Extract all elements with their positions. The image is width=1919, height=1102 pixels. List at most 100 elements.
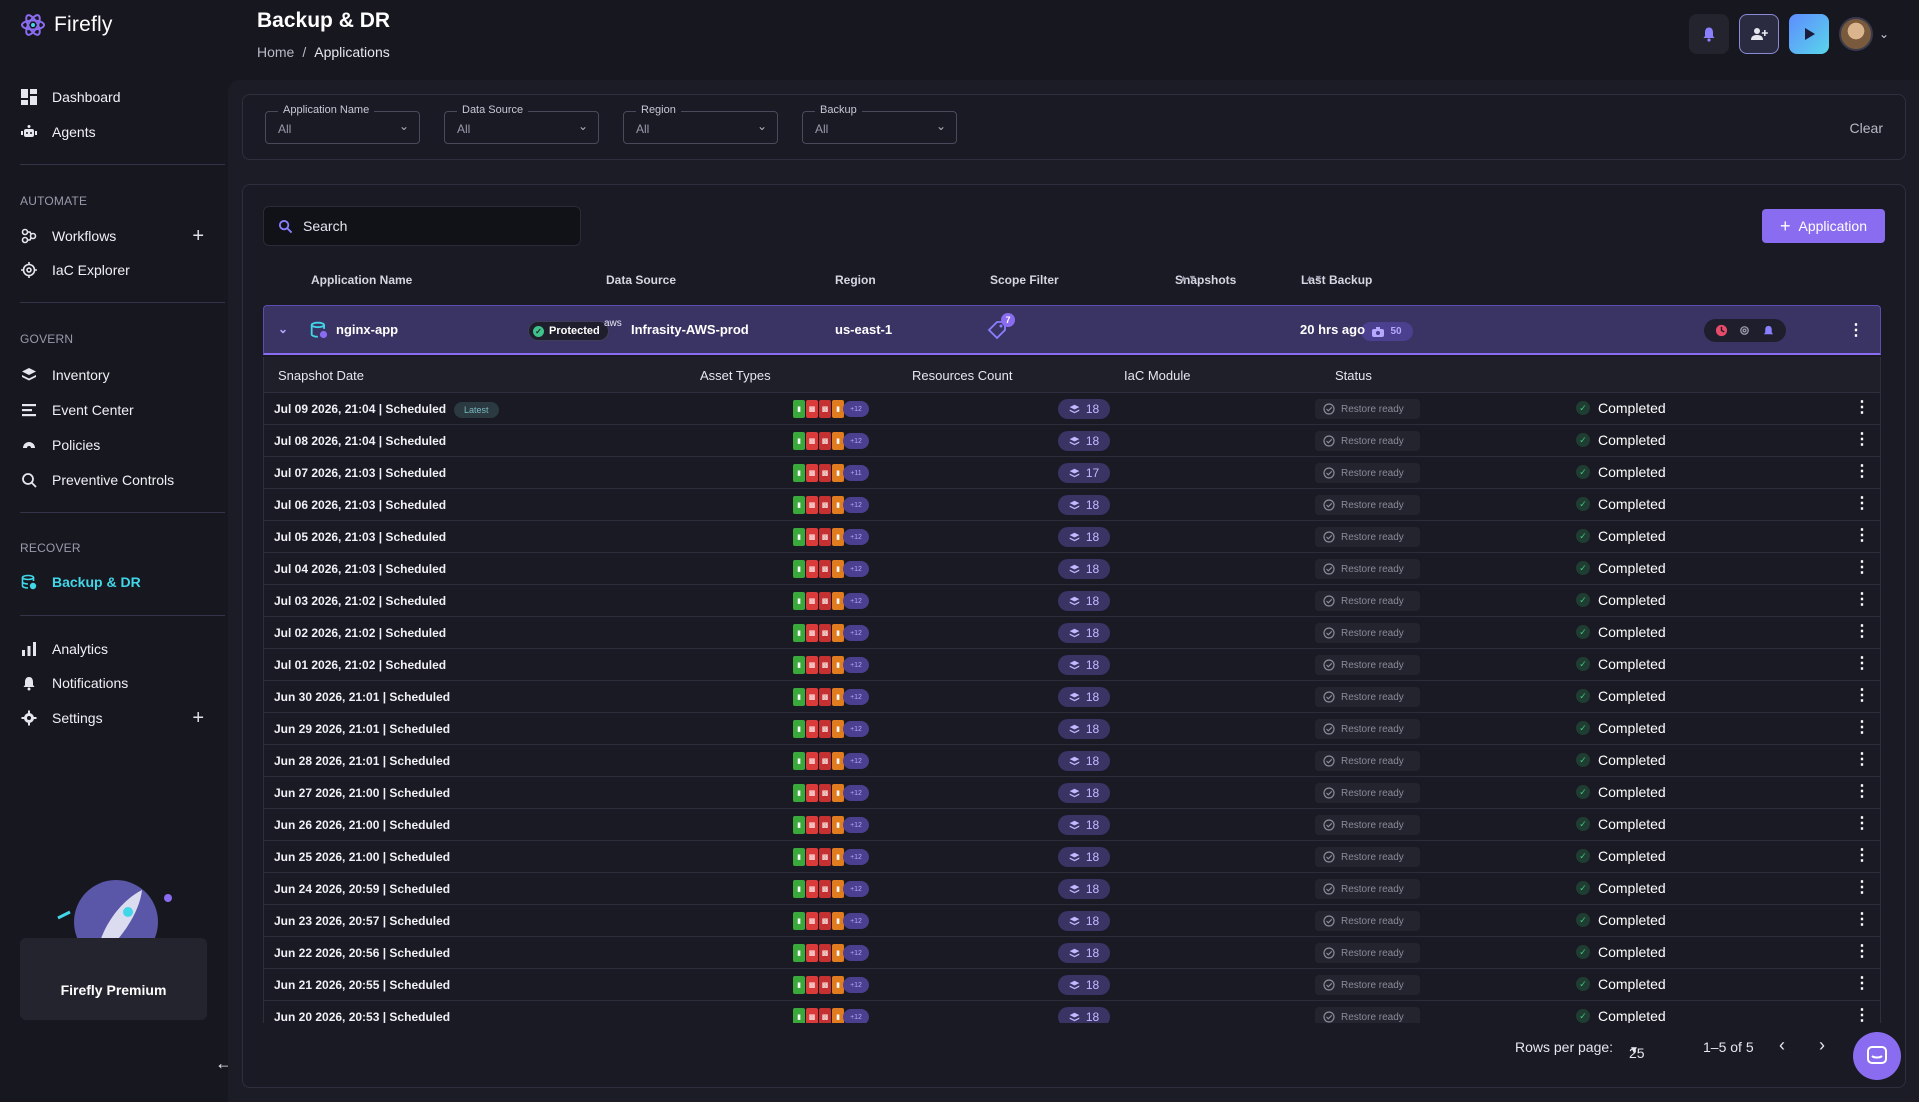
row-menu-kebab-icon[interactable]: ⋮ bbox=[1854, 623, 1870, 640]
asset-types[interactable]: ▮ ▩ ▩ ▮ +12 bbox=[793, 688, 869, 706]
snapshot-row[interactable]: Jun 20 2026, 20:53 | Scheduled ▮ ▩ ▩ ▮ +… bbox=[264, 1001, 1880, 1023]
snapshot-row[interactable]: Jul 04 2026, 21:03 | Scheduled ▮ ▩ ▩ ▮ +… bbox=[264, 553, 1880, 585]
sidebar-item-agents[interactable]: Agents bbox=[20, 123, 210, 141]
resources-count-badge[interactable]: 18 bbox=[1058, 783, 1110, 803]
asset-types[interactable]: ▮ ▩ ▩ ▮ +12 bbox=[793, 976, 869, 994]
add-settings-plus-icon[interactable]: + bbox=[192, 707, 204, 729]
col-data-source[interactable]: Data Source bbox=[606, 273, 677, 287]
sidebar-item-dashboard[interactable]: Dashboard bbox=[20, 88, 210, 106]
iac-module-badge[interactable]: Restore ready bbox=[1315, 879, 1420, 899]
row-menu-kebab-icon[interactable]: ⋮ bbox=[1854, 815, 1870, 832]
row-menu-kebab-icon[interactable]: ⋮ bbox=[1854, 783, 1870, 800]
invite-user-button[interactable] bbox=[1738, 14, 1779, 54]
col-scope-filter[interactable]: Scope Filter bbox=[990, 273, 1059, 287]
filter-region[interactable]: Region All ⌄ bbox=[623, 104, 778, 144]
sidebar-item-inventory[interactable]: Inventory bbox=[20, 366, 210, 384]
snapshot-row[interactable]: Jul 05 2026, 21:03 | Scheduled ▮ ▩ ▩ ▮ +… bbox=[264, 521, 1880, 553]
sidebar-item-analytics[interactable]: Analytics bbox=[20, 640, 210, 658]
snapshot-row[interactable]: Jun 25 2026, 21:00 | Scheduled ▮ ▩ ▩ ▮ +… bbox=[264, 841, 1880, 873]
sidebar-item-notifications[interactable]: Notifications bbox=[20, 674, 210, 692]
asset-types[interactable]: ▮ ▩ ▩ ▮ +12 bbox=[793, 624, 869, 642]
iac-module-badge[interactable]: Restore ready bbox=[1315, 1007, 1420, 1023]
user-avatar[interactable] bbox=[1838, 17, 1873, 51]
filter-application-name[interactable]: Application Name All ⌄ bbox=[265, 104, 420, 144]
alarm-icon[interactable] bbox=[1762, 324, 1775, 337]
asset-types[interactable]: ▮ ▩ ▩ ▮ +11 bbox=[793, 464, 869, 482]
expand-chevron-icon[interactable]: ⌄ bbox=[278, 322, 289, 336]
snapshot-row[interactable]: Jun 23 2026, 20:57 | Scheduled ▮ ▩ ▩ ▮ +… bbox=[264, 905, 1880, 937]
resources-count-badge[interactable]: 18 bbox=[1058, 911, 1110, 931]
row-menu-kebab-icon[interactable]: ⋮ bbox=[1854, 495, 1870, 512]
iac-module-badge[interactable]: Restore ready bbox=[1315, 783, 1420, 803]
search-box[interactable] bbox=[263, 206, 581, 246]
resources-count-badge[interactable]: 18 bbox=[1058, 975, 1110, 995]
iac-module-badge[interactable]: Restore ready bbox=[1315, 495, 1420, 515]
col-region[interactable]: Region bbox=[835, 273, 876, 287]
snapshot-row[interactable]: Jun 28 2026, 21:01 | Scheduled ▮ ▩ ▩ ▮ +… bbox=[264, 745, 1880, 777]
sidebar-item-workflows[interactable]: Workflows + bbox=[20, 225, 210, 247]
row-menu-kebab-icon[interactable]: ⋮ bbox=[1854, 943, 1870, 960]
row-menu-kebab-icon[interactable]: ⋮ bbox=[1854, 559, 1870, 576]
resources-count-badge[interactable]: 18 bbox=[1058, 847, 1110, 867]
iac-module-badge[interactable]: Restore ready bbox=[1315, 655, 1420, 675]
resources-count-badge[interactable]: 18 bbox=[1058, 527, 1110, 547]
sidebar-item-policies[interactable]: Policies bbox=[20, 436, 210, 454]
asset-types[interactable]: ▮ ▩ ▩ ▮ +12 bbox=[793, 432, 869, 450]
asset-types[interactable]: ▮ ▩ ▩ ▮ +12 bbox=[793, 1008, 869, 1023]
snapshot-row[interactable]: Jun 29 2026, 21:01 | Scheduled ▮ ▩ ▩ ▮ +… bbox=[264, 713, 1880, 745]
clear-filters-button[interactable]: Clear bbox=[1849, 120, 1883, 136]
row-menu-kebab-icon[interactable]: ⋮ bbox=[1854, 751, 1870, 768]
resources-count-badge[interactable]: 18 bbox=[1058, 815, 1110, 835]
chat-support-button[interactable] bbox=[1853, 1032, 1901, 1080]
resources-count-badge[interactable]: 18 bbox=[1058, 943, 1110, 963]
asset-types[interactable]: ▮ ▩ ▩ ▮ +12 bbox=[793, 592, 869, 610]
iac-module-badge[interactable]: Restore ready bbox=[1315, 719, 1420, 739]
snapshot-row[interactable]: Jul 07 2026, 21:03 | Scheduled ▮ ▩ ▩ ▮ +… bbox=[264, 457, 1880, 489]
iac-module-badge[interactable]: Restore ready bbox=[1315, 847, 1420, 867]
notifications-bell-button[interactable] bbox=[1688, 14, 1729, 54]
asset-types[interactable]: ▮ ▩ ▩ ▮ +12 bbox=[793, 816, 869, 834]
iac-module-badge[interactable]: Restore ready bbox=[1315, 559, 1420, 579]
resources-count-badge[interactable]: 18 bbox=[1058, 623, 1110, 643]
filter-data-source[interactable]: Data Source All ⌄ bbox=[444, 104, 599, 144]
asset-types[interactable]: ▮ ▩ ▩ ▮ +12 bbox=[793, 656, 869, 674]
iac-module-badge[interactable]: Restore ready bbox=[1315, 943, 1420, 963]
resources-count-badge[interactable]: 18 bbox=[1058, 559, 1110, 579]
clock-alert-icon[interactable] bbox=[1715, 324, 1728, 337]
row-menu-kebab-icon[interactable]: ⋮ bbox=[1854, 591, 1870, 608]
sidebar-item-preventive-controls[interactable]: Preventive Controls bbox=[20, 471, 210, 489]
application-row[interactable]: ⌄ nginx-app ✓ Protected aws Infrasity-AW… bbox=[263, 305, 1881, 355]
snapshot-row[interactable]: Jun 21 2026, 20:55 | Scheduled ▮ ▩ ▩ ▮ +… bbox=[264, 969, 1880, 1001]
resources-count-badge[interactable]: 18 bbox=[1058, 495, 1110, 515]
chevron-down-icon[interactable]: ⌄ bbox=[1878, 27, 1889, 41]
asset-types[interactable]: ▮ ▩ ▩ ▮ +12 bbox=[793, 752, 869, 770]
resources-count-badge[interactable]: 18 bbox=[1058, 399, 1110, 419]
iac-module-badge[interactable]: Restore ready bbox=[1315, 527, 1420, 547]
asset-types[interactable]: ▮ ▩ ▩ ▮ +12 bbox=[793, 784, 869, 802]
resources-count-badge[interactable]: 18 bbox=[1058, 719, 1110, 739]
asset-types[interactable]: ▮ ▩ ▩ ▮ +12 bbox=[793, 880, 869, 898]
iac-module-badge[interactable]: Restore ready bbox=[1315, 431, 1420, 451]
col-application-name[interactable]: Application Name bbox=[311, 273, 413, 287]
snapshot-row[interactable]: Jun 27 2026, 21:00 | Scheduled ▮ ▩ ▩ ▮ +… bbox=[264, 777, 1880, 809]
iac-module-badge[interactable]: Restore ready bbox=[1315, 687, 1420, 707]
gear-icon[interactable] bbox=[1738, 324, 1751, 337]
row-menu-kebab-icon[interactable]: ⋮ bbox=[1854, 687, 1870, 704]
row-menu-kebab-icon[interactable]: ⋮ bbox=[1854, 1007, 1870, 1023]
resources-count-badge[interactable]: 18 bbox=[1058, 431, 1110, 451]
asset-types[interactable]: ▮ ▩ ▩ ▮ +12 bbox=[793, 848, 869, 866]
sidebar-item-settings[interactable]: Settings + bbox=[20, 707, 210, 729]
snapshot-row[interactable]: Jul 09 2026, 21:04 | Scheduled Latest ▮ ▩… bbox=[264, 393, 1880, 425]
breadcrumb-home[interactable]: Home bbox=[257, 44, 295, 60]
row-menu-kebab-icon[interactable]: ⋮ bbox=[1854, 911, 1870, 928]
add-application-button[interactable]: + Application bbox=[1762, 209, 1885, 243]
asset-types[interactable]: ▮ ▩ ▩ ▮ +12 bbox=[793, 912, 869, 930]
row-menu-kebab-icon[interactable]: ⋮ bbox=[1854, 463, 1870, 480]
row-menu-kebab-icon[interactable]: ⋮ bbox=[1854, 975, 1870, 992]
snapshot-row[interactable]: Jun 26 2026, 21:00 | Scheduled ▮ ▩ ▩ ▮ +… bbox=[264, 809, 1880, 841]
add-workflow-plus-icon[interactable]: + bbox=[192, 225, 204, 247]
filter-backup[interactable]: Backup All ⌄ bbox=[802, 104, 957, 144]
iac-module-badge[interactable]: Restore ready bbox=[1315, 591, 1420, 611]
play-tutorial-button[interactable] bbox=[1788, 14, 1829, 54]
asset-types[interactable]: ▮ ▩ ▩ ▮ +12 bbox=[793, 560, 869, 578]
